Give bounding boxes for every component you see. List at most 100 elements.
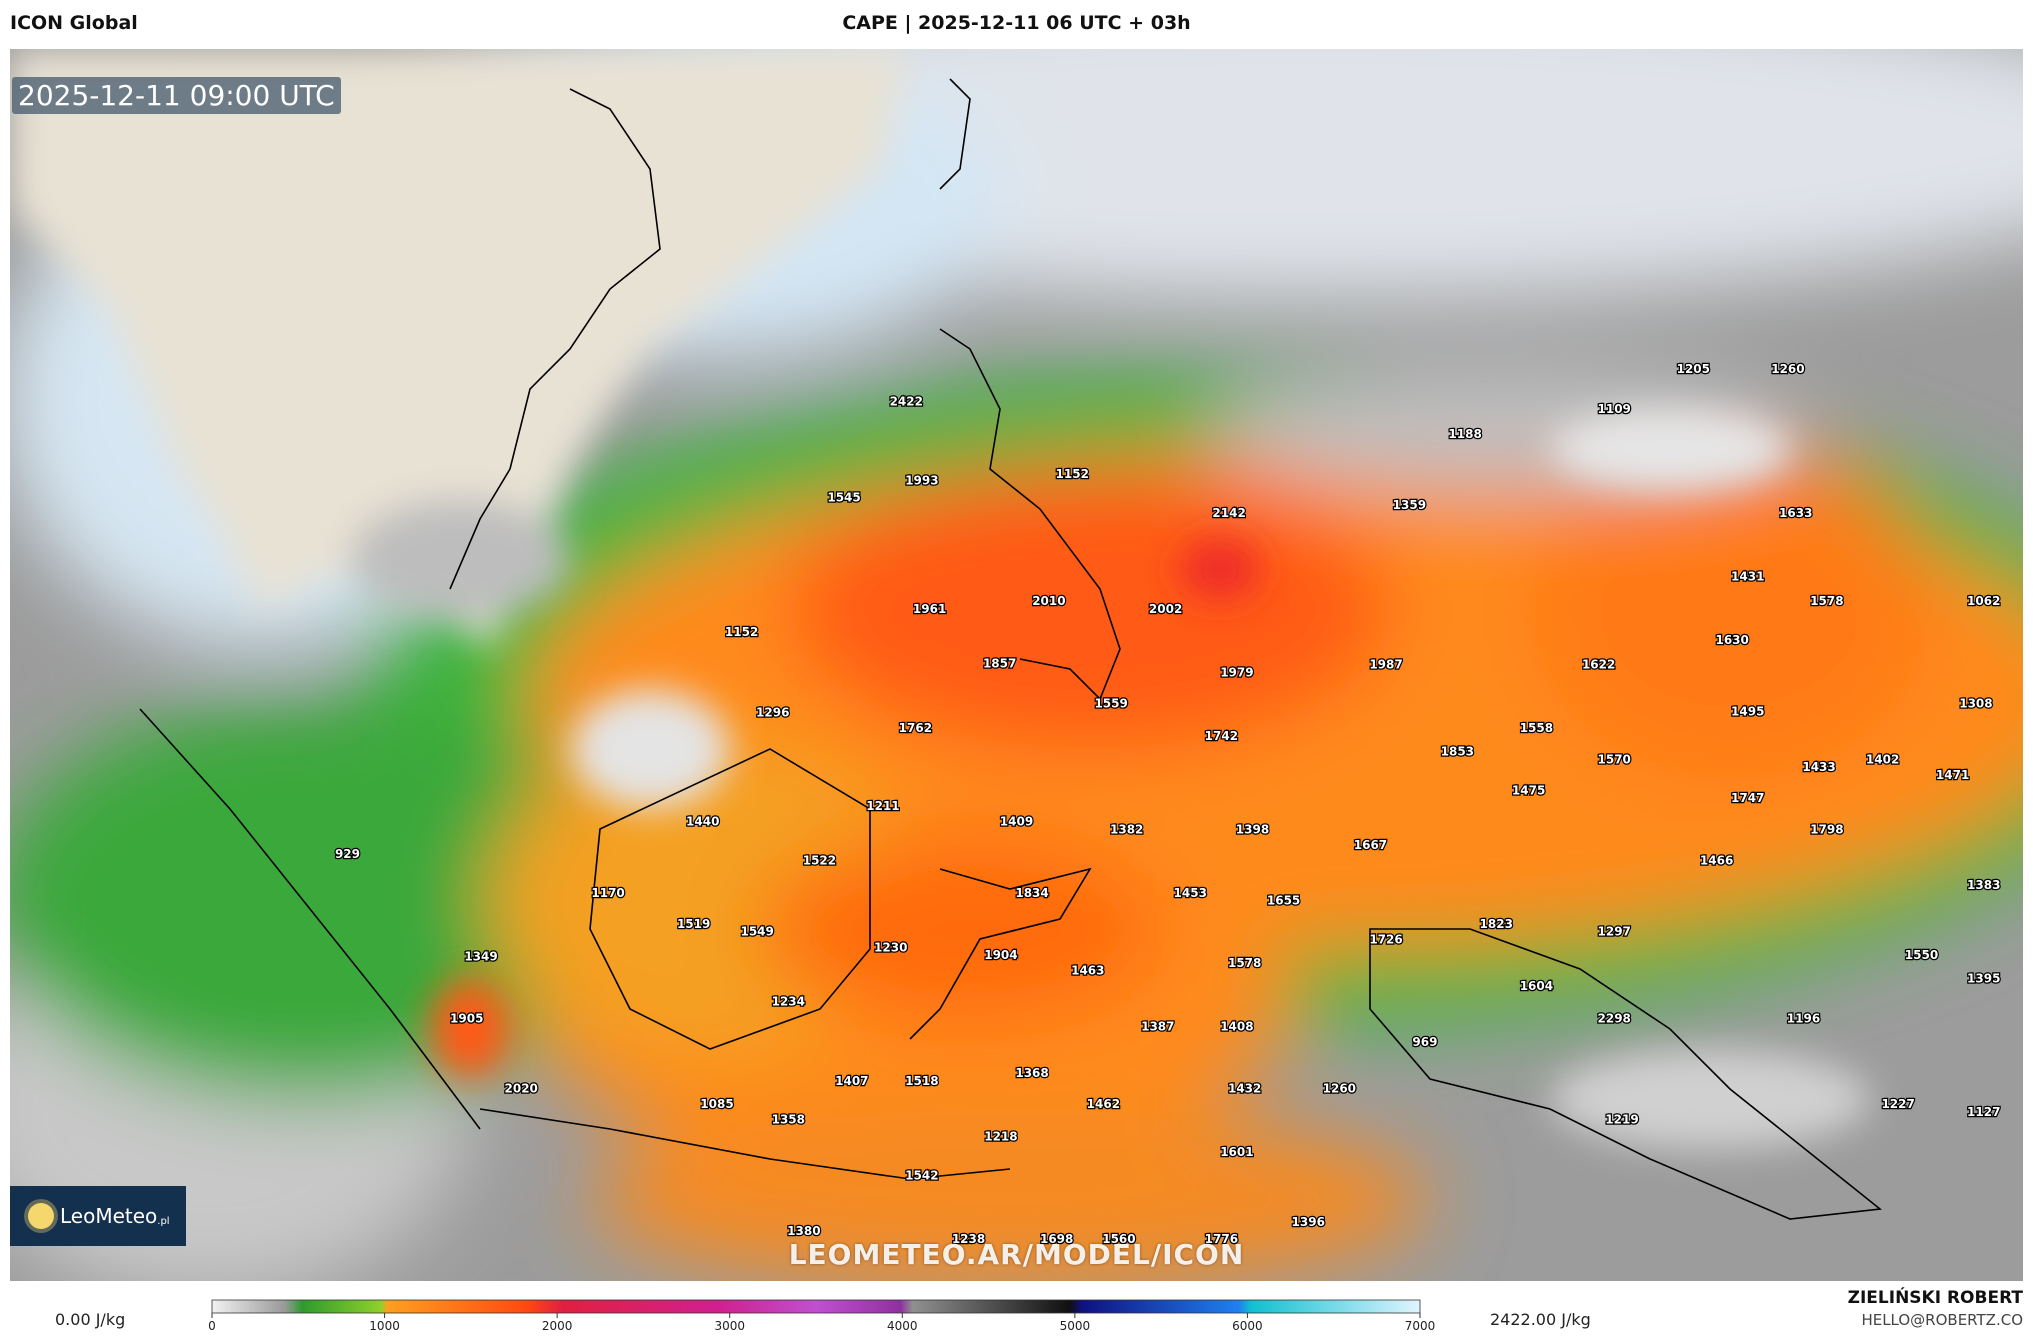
author: ZIELIŃSKI ROBERT HELLO@ROBERTZ.CO: [1848, 1288, 2023, 1329]
cape-value: 1570: [1598, 752, 1631, 766]
cape-value: 1747: [1731, 791, 1764, 805]
cape-value: 1398: [1236, 822, 1269, 836]
cape-value: 1993: [905, 474, 938, 488]
cape-value: 1260: [1323, 1082, 1356, 1096]
cape-value: 1308: [1959, 697, 1992, 711]
cape-value: 1762: [899, 721, 932, 735]
logo-name: LeoMeteo: [60, 1204, 158, 1228]
cape-value: 1776: [1205, 1232, 1238, 1246]
cape-value: 969: [1412, 1035, 1437, 1049]
cape-value: 1382: [1110, 822, 1143, 836]
cape-value: 1218: [984, 1130, 1017, 1144]
colorbar-tick-label: 2000: [542, 1319, 573, 1333]
cape-value: 1698: [1040, 1232, 1073, 1246]
colorbar-tick-label: 1000: [369, 1319, 400, 1333]
cape-value: 1109: [1598, 402, 1631, 416]
cape-value: 2422: [890, 394, 923, 408]
cape-value: 1475: [1512, 783, 1545, 797]
author-email: HELLO@ROBERTZ.CO: [1861, 1311, 2023, 1329]
cape-value: 1402: [1866, 752, 1899, 766]
cape-value: 1742: [1205, 729, 1238, 743]
cape-value: 1630: [1715, 633, 1748, 647]
cape-value: 1542: [905, 1168, 938, 1182]
colorbar-tick-label: 5000: [1060, 1319, 1091, 1333]
cape-value: 1359: [1393, 498, 1426, 512]
cape-value: 1230: [874, 940, 907, 954]
cape-value: 1905: [450, 1012, 483, 1026]
cape-value: 1196: [1787, 1012, 1820, 1026]
cape-value: 1453: [1174, 886, 1207, 900]
colorbar: 0 1000 2000 3000 4000 5000 6000 7000: [208, 1299, 1436, 1333]
cape-value: 1559: [1094, 697, 1127, 711]
cape-value: 1219: [1605, 1113, 1638, 1127]
cape-value: 1560: [1102, 1232, 1135, 1246]
cape-value: 1227: [1881, 1097, 1914, 1111]
cape-value: 1857: [983, 656, 1016, 670]
cape-value: 1368: [1015, 1066, 1048, 1080]
cape-value: 2142: [1212, 506, 1245, 520]
cape-value: 1170: [591, 886, 624, 900]
cape-value: 1550: [1905, 948, 1938, 962]
cape-value: 2002: [1149, 602, 1182, 616]
cape-value: 1440: [686, 815, 719, 829]
cape-value: 1904: [984, 948, 1017, 962]
cape-value: 1522: [803, 853, 836, 867]
cape-value: 1387: [1141, 1019, 1174, 1033]
cape-value: 1549: [740, 925, 773, 939]
timestamp: 2025-12-11 09:00 UTC: [12, 77, 341, 114]
cape-value: 1062: [1967, 594, 2000, 608]
cape-value: 1545: [827, 490, 860, 504]
logo-icon: [28, 1203, 54, 1229]
cape-value: 1238: [952, 1232, 985, 1246]
cape-value: 1085: [700, 1097, 733, 1111]
colorbar-tick-label: 3000: [714, 1319, 745, 1333]
cape-value: 1853: [1441, 745, 1474, 759]
cape-value: 1127: [1967, 1105, 2000, 1119]
cape-value: 1297: [1598, 925, 1631, 939]
cape-value: 1578: [1228, 956, 1261, 970]
cape-value: 1234: [772, 995, 805, 1009]
cape-value: 1961: [913, 602, 946, 616]
cape-value: 1152: [1056, 467, 1089, 481]
colorbar-scale: [211, 1299, 1421, 1314]
cape-value: 1433: [1802, 760, 1835, 774]
cape-value: 1407: [835, 1074, 868, 1088]
cape-value: 1798: [1810, 822, 1843, 836]
cape-value: 1395: [1967, 971, 2000, 985]
cape-value: 1462: [1087, 1097, 1120, 1111]
cape-value: 2020: [505, 1082, 538, 1096]
cape-value: 1726: [1369, 933, 1402, 947]
cape-value: 1519: [677, 917, 710, 931]
cape-value: 1408: [1220, 1019, 1253, 1033]
cape-value: 2298: [1598, 1012, 1631, 1026]
cape-value: 1622: [1582, 658, 1615, 672]
cape-value: 1358: [772, 1113, 805, 1127]
cape-value: 1152: [725, 625, 758, 639]
cape-value: 1349: [464, 949, 497, 963]
cape-value: 1431: [1731, 569, 1764, 583]
cape-value: 1296: [756, 706, 789, 720]
logo: LeoMeteo .pl: [10, 1186, 186, 1246]
cape-value: 2010: [1032, 594, 1065, 608]
colorbar-tick-label: 7000: [1405, 1319, 1436, 1333]
cape-value: 1211: [866, 799, 899, 813]
cape-value: 1601: [1220, 1145, 1253, 1159]
cape-value: 1834: [1015, 886, 1048, 900]
map: 2422 1993 1545 1152 2142 1359 1188 1109 1205 1260…: [10, 49, 2023, 1281]
cape-value: 1260: [1771, 362, 1804, 376]
cape-value: 1604: [1520, 979, 1553, 993]
cape-value: 1466: [1700, 853, 1733, 867]
cape-value: 1979: [1220, 665, 1253, 679]
cape-value: 1633: [1779, 506, 1812, 520]
model-name: ICON Global: [10, 12, 138, 34]
cape-value: 1432: [1228, 1082, 1261, 1096]
colorbar-tick-label: 0: [208, 1319, 216, 1333]
cape-value: 1578: [1810, 594, 1843, 608]
cape-value: 1667: [1354, 838, 1387, 852]
cape-value: 929: [335, 847, 360, 861]
author-name: ZIELIŃSKI ROBERT: [1847, 1288, 2023, 1308]
watermark: LEOMETEO.AR/MODEL/ICON: [788, 1238, 1245, 1271]
cape-value: 1558: [1520, 721, 1553, 735]
cape-value: 1471: [1936, 768, 1969, 782]
